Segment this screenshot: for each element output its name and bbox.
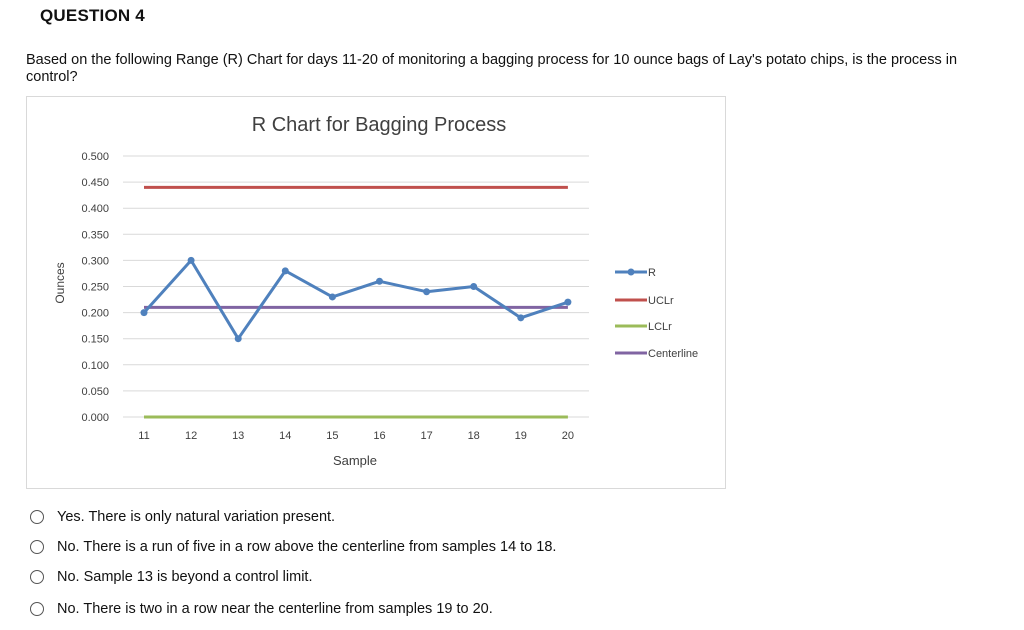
data-point — [328, 293, 336, 301]
y-tick-label: 0.200 — [81, 308, 109, 320]
question-title: QUESTION 4 — [40, 6, 145, 25]
choice-label: No. There is two in a row near the cente… — [57, 601, 493, 617]
choice-option-2[interactable]: No. There is a run of five in a row abov… — [30, 535, 730, 559]
legend-label: R — [648, 267, 656, 279]
x-tick-label: 18 — [468, 430, 480, 442]
series-line-r — [142, 258, 569, 341]
data-point — [140, 309, 148, 317]
y-tick-label: 0.150 — [81, 334, 109, 346]
y-tick-label: 0.100 — [81, 360, 109, 372]
choice-option-1[interactable]: Yes. There is only natural variation pre… — [30, 505, 730, 529]
y-tick-label: 0.250 — [81, 282, 109, 294]
radio-button-icon[interactable] — [30, 540, 44, 554]
data-point — [187, 256, 195, 264]
data-point — [564, 298, 572, 306]
y-tick-label: 0.350 — [81, 229, 109, 241]
choice-option-3[interactable]: No. Sample 13 is beyond a control limit. — [30, 565, 730, 589]
data-point — [376, 277, 383, 285]
x-tick-label: 11 — [138, 430, 149, 442]
x-tick-label: 16 — [373, 430, 385, 442]
legend-label: Centerline — [648, 348, 698, 360]
choice-label: No. There is a run of five in a row abov… — [57, 539, 557, 555]
x-tick-label: 15 — [326, 430, 338, 442]
r-chart-svg: R Chart for Bagging Process Ounces Sampl… — [53, 114, 698, 468]
r-chart: R Chart for Bagging Process Ounces Sampl… — [26, 96, 726, 489]
choice-option-4[interactable]: No. There is two in a row near the cente… — [30, 597, 730, 621]
choice-label: No. Sample 13 is beyond a control limit. — [57, 569, 313, 585]
question-text: Based on the following Range (R) Chart f… — [26, 52, 958, 85]
data-point — [470, 283, 478, 290]
data-point — [423, 288, 431, 296]
y-tick-label: 0.050 — [81, 386, 109, 398]
data-point — [281, 267, 289, 275]
x-tick-label: 19 — [515, 430, 527, 442]
x-axis-label: Sample — [333, 453, 377, 468]
data-point — [234, 335, 242, 343]
x-tick-label: 13 — [232, 430, 244, 442]
x-tick-label: 20 — [562, 430, 574, 442]
radio-button-icon[interactable] — [30, 510, 44, 524]
legend-label: UCLr — [648, 295, 674, 307]
x-tick-label: 17 — [420, 430, 432, 442]
y-tick-label: 0.450 — [81, 177, 109, 189]
y-tick-label: 0.000 — [81, 412, 109, 424]
legend-marker — [627, 268, 635, 276]
chart-title: R Chart for Bagging Process — [252, 114, 507, 136]
choice-label: Yes. There is only natural variation pre… — [57, 509, 336, 525]
y-axis-label: Ounces — [53, 262, 67, 303]
x-tick-label: 12 — [185, 430, 197, 442]
data-point — [517, 314, 525, 322]
y-tick-label: 0.400 — [81, 203, 109, 215]
legend-label: LCLr — [648, 321, 672, 333]
radio-button-icon[interactable] — [30, 602, 44, 616]
x-tick-label: 14 — [279, 430, 291, 442]
radio-button-icon[interactable] — [30, 570, 44, 584]
y-tick-label: 0.500 — [81, 151, 109, 163]
y-tick-label: 0.300 — [81, 255, 109, 267]
